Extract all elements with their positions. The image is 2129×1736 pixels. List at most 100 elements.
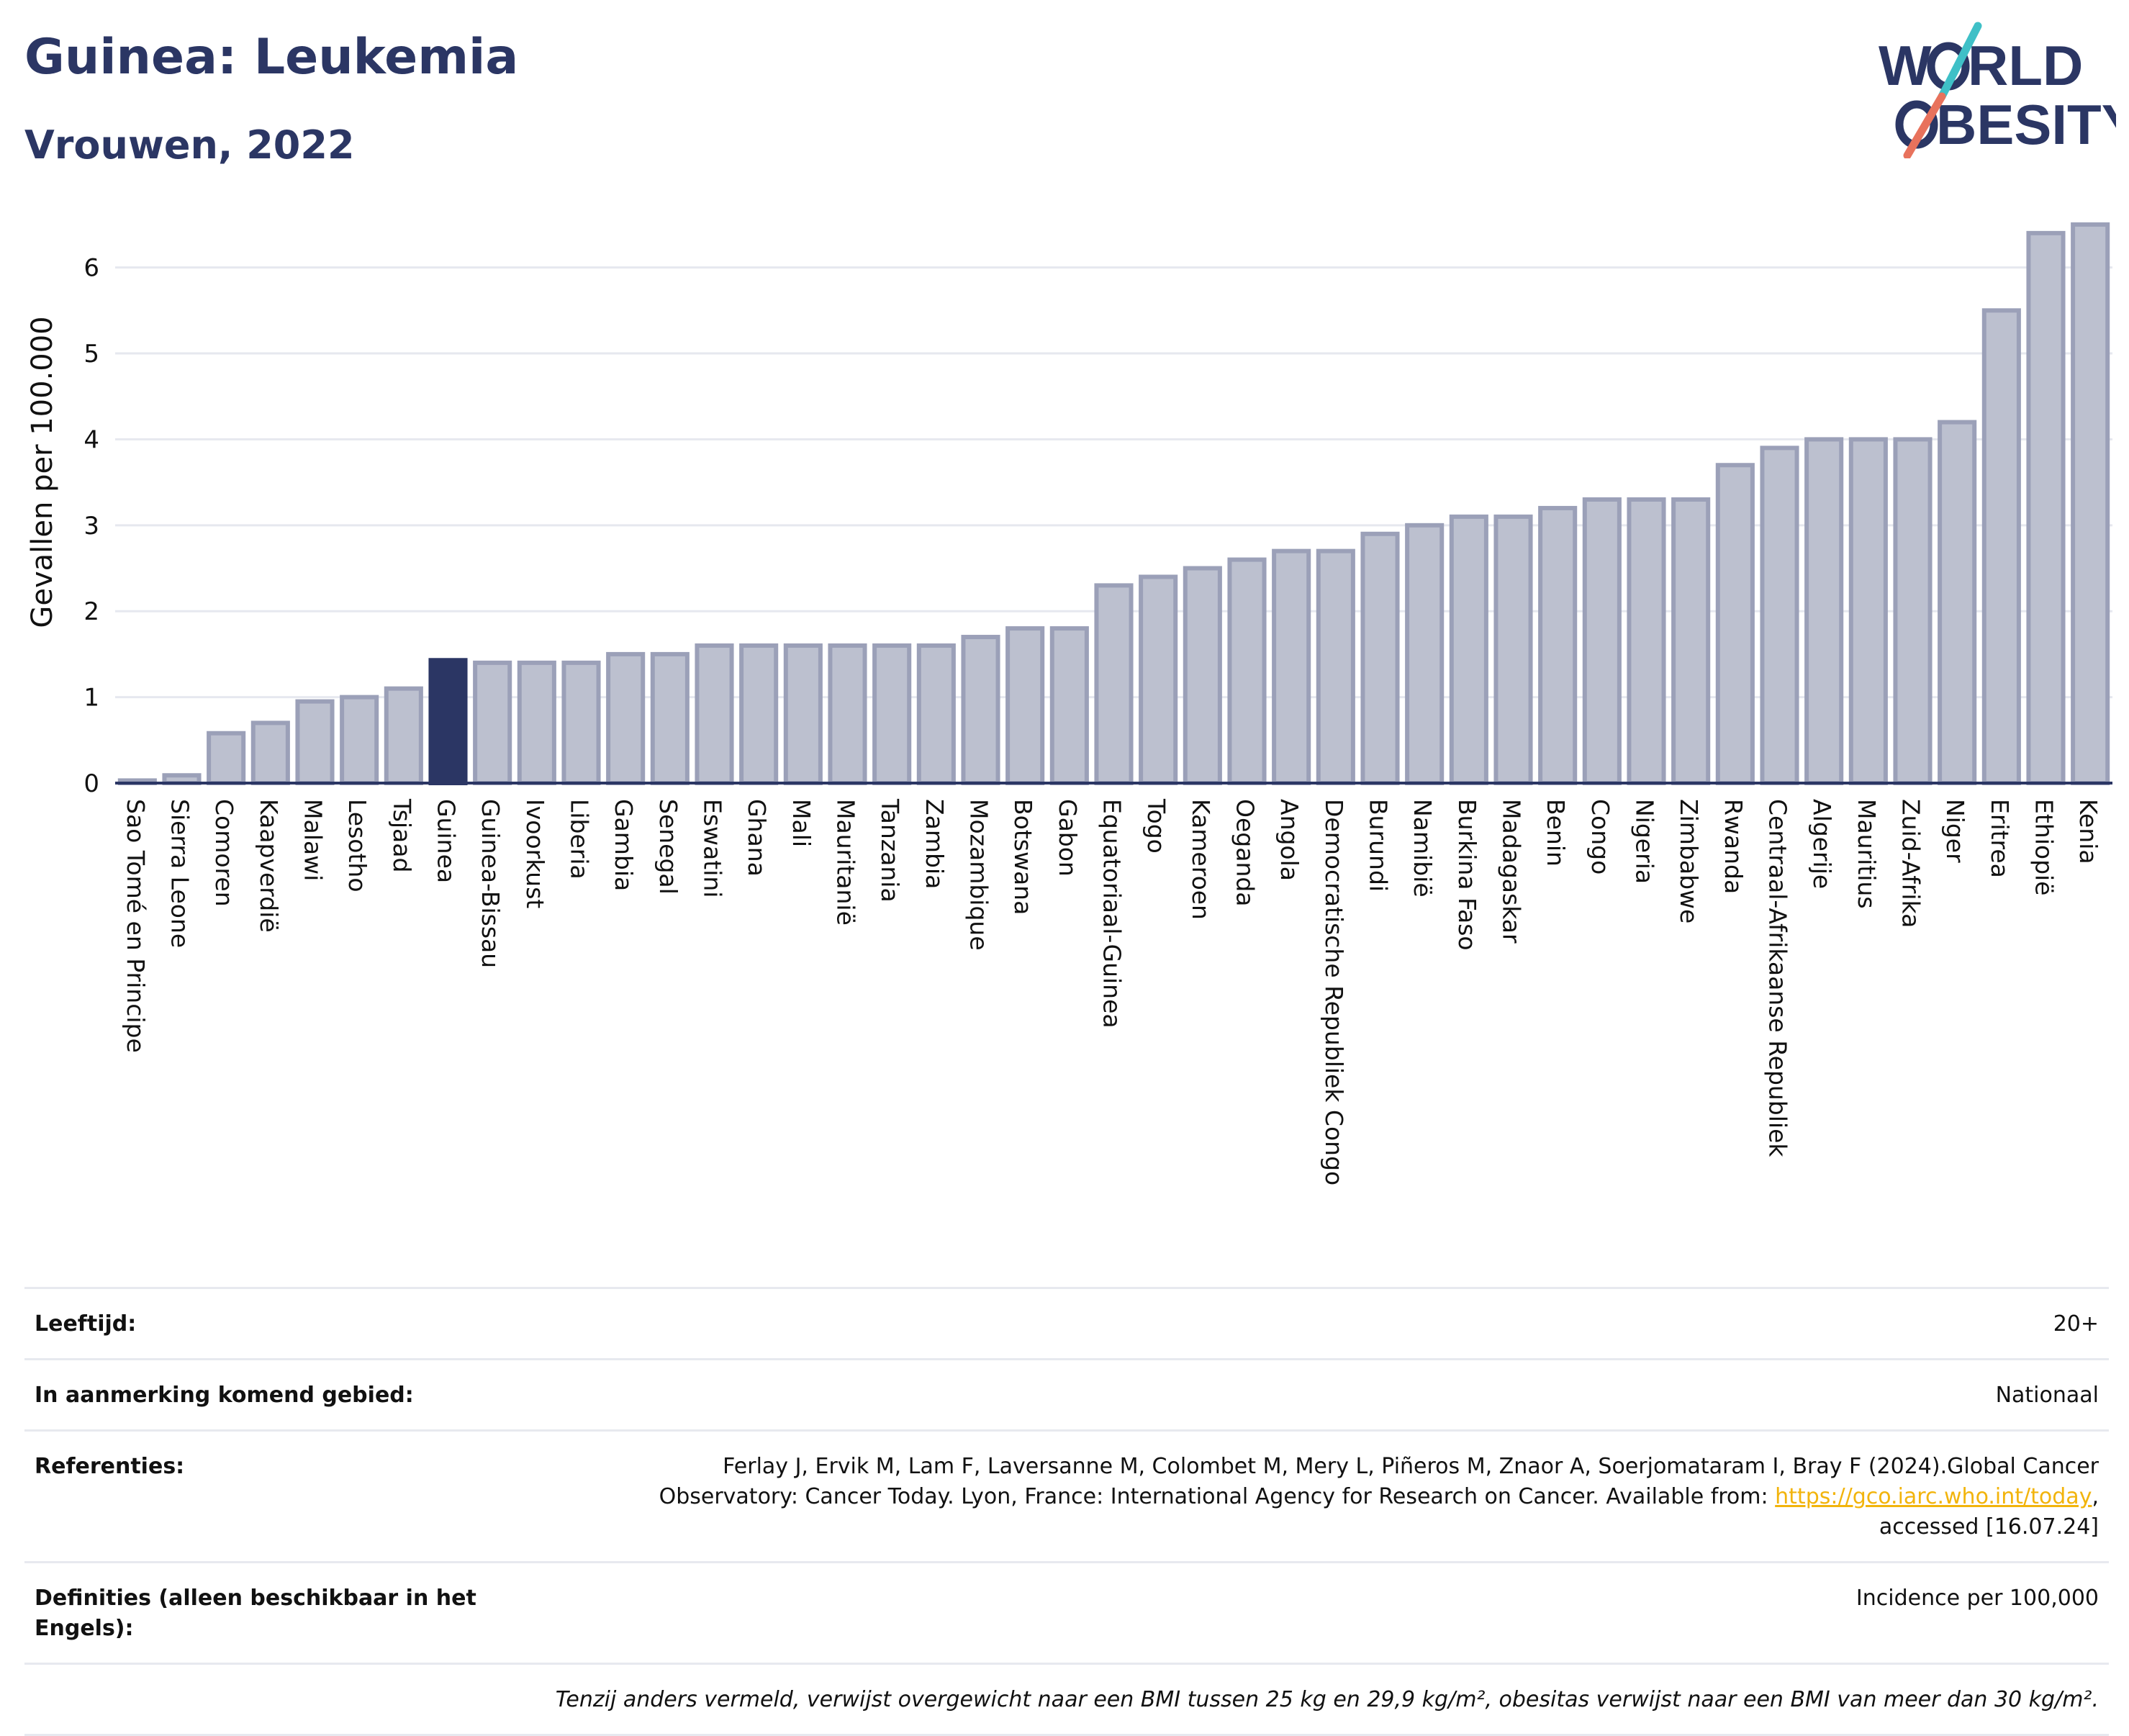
logo-slash-top — [1938, 22, 1982, 101]
x-tick-label: Oeganda — [1231, 799, 1260, 907]
meta-row-footnote: Tenzij anders vermeld, verwijst overgewi… — [24, 1663, 2109, 1736]
bar-benin — [1538, 505, 1578, 785]
bar-mali — [783, 643, 823, 786]
bar-zuid-afrika — [1893, 437, 1933, 785]
x-tick-label: Zuid-Afrika — [1897, 799, 1925, 928]
x-tick-label: Angola — [1275, 799, 1303, 881]
reference-line-2: Observatory: Cancer Today. Lyon, France:… — [553, 1482, 2099, 1512]
references-value: Ferlay J, Ervik M, Lam F, Laversanne M, … — [553, 1452, 2099, 1542]
bar-tsjaad — [384, 686, 423, 786]
bar-ivoorkust — [517, 660, 556, 786]
bar-chart: 0 1 2 3 4 5 6 Sao Tomé en Principe Sierra Leone… — [26, 222, 2112, 1185]
bar-kaapverdi- — [250, 720, 290, 786]
bar-mauritius — [1848, 437, 1888, 785]
x-tick-label: Sao Tomé en Principe — [122, 799, 150, 1053]
bar-liberia — [561, 660, 601, 786]
x-tick-label: Tsjaad — [388, 798, 416, 872]
bar-ethiopi- — [2026, 230, 2066, 785]
x-tick-label: Nigeria — [1631, 799, 1659, 884]
x-tick-label: Congo — [1586, 799, 1614, 874]
bar-tanzania — [872, 643, 912, 786]
bar-congo — [1582, 497, 1622, 785]
x-tick-label: Mauritanië — [832, 799, 860, 926]
x-tick-label: Mozambique — [965, 799, 993, 951]
bar-democratische-republiek-congo — [1316, 548, 1355, 785]
reference-line-1: Ferlay J, Ervik M, Lam F, Laversanne M, … — [723, 1454, 2099, 1479]
x-tick-label: Senegal — [654, 799, 682, 895]
bar-gabon — [1049, 626, 1089, 785]
x-tick-label: Democratische Republiek Congo — [1320, 799, 1348, 1185]
x-tick-label: Kameroen — [1187, 799, 1215, 920]
x-tick-label: Madagaskar — [1498, 799, 1526, 944]
meta-row-age: Leeftijd: 20+ — [24, 1287, 2109, 1358]
x-tick-label: Zambia — [921, 799, 949, 889]
x-tick-label: Equatoriaal-Guinea — [1098, 799, 1126, 1029]
x-tick-label: Tanzania — [876, 798, 904, 903]
y-tick-label: 1 — [83, 684, 99, 713]
page-subtitle: Vrouwen, 2022 — [24, 122, 355, 168]
x-tick-label: Comoren — [210, 799, 238, 907]
bar-zimbabwe — [1671, 497, 1711, 785]
x-tick-label: Kaapverdië — [255, 799, 283, 933]
y-tick-labels: 0 1 2 3 4 5 6 — [83, 254, 99, 798]
bar-guinea-bissau — [473, 660, 512, 786]
x-tick-label: Sierra Leone — [166, 799, 194, 948]
y-tick-label: 4 — [83, 425, 99, 454]
bar-mauritani- — [828, 643, 867, 786]
logo-text-besity: BESITY — [1936, 93, 2116, 156]
x-tick-label: Burkina Faso — [1453, 799, 1481, 951]
x-tick-label: Namibië — [1409, 799, 1437, 898]
x-tick-label: Eritrea — [1986, 799, 2014, 878]
bar-ghana — [739, 643, 779, 786]
area-label: In aanmerking komend gebied: — [35, 1383, 414, 1408]
meta-row-definitions: Definities (alleen beschikbaar in het En… — [24, 1561, 2109, 1663]
bar-mozambique — [961, 635, 1000, 785]
age-value: 20+ — [2053, 1311, 2099, 1337]
age-label: Leeftijd: — [35, 1311, 137, 1337]
bar-zambia — [916, 643, 956, 786]
x-tick-label: Mali — [787, 799, 815, 847]
x-tick-label: Guinea-Bissau — [476, 799, 505, 968]
world-obesity-logo: W RLD BESITY — [1879, 22, 2116, 158]
page-title: Guinea: Leukemia — [24, 29, 519, 86]
x-tick-label: Gabon — [1054, 799, 1082, 877]
x-tick-label: Mauritius — [1853, 799, 1881, 909]
x-tick-label: Botswana — [1009, 799, 1037, 915]
x-tick-label: Benin — [1542, 799, 1570, 867]
bar-niger — [1938, 420, 1977, 786]
logo-slash-bottom — [1903, 92, 1946, 158]
x-tick-label: Guinea — [433, 799, 461, 883]
x-tick-label: Malawi — [299, 799, 327, 881]
reference-line-3: accessed [16.07.24] — [1879, 1514, 2099, 1540]
x-tick-label: Zimbabwe — [1675, 799, 1703, 923]
logo-text-rld: RLD — [1968, 34, 2083, 97]
bar-botswana — [1005, 626, 1045, 785]
references-label: Referenties: — [35, 1454, 185, 1479]
area-value: Nationaal — [1995, 1383, 2099, 1408]
x-tick-label: Ghana — [743, 799, 771, 877]
definitions-label: Definities (alleen beschikbaar in het En… — [35, 1586, 476, 1641]
bar-gambia — [606, 651, 646, 786]
bar-lesotho — [340, 695, 379, 786]
bar-nigeria — [1627, 497, 1666, 785]
x-tick-labels: Sao Tomé en Principe Sierra Leone Comoren K… — [122, 798, 2102, 1185]
x-tick-label: Ethiopië — [2030, 799, 2058, 895]
bars — [117, 222, 2110, 786]
y-tick-label: 6 — [83, 254, 99, 283]
bar-kenia — [2071, 222, 2110, 785]
x-tick-label: Algerije — [1808, 799, 1836, 889]
bar-centraal-afrikaanse-republiek — [1760, 446, 1799, 785]
x-tick-label: Rwanda — [1719, 799, 1748, 894]
reference-line-2-text: Observatory: Cancer Today. Lyon, France:… — [659, 1484, 1776, 1509]
bar-algerije — [1804, 437, 1844, 785]
bar-burundi — [1360, 531, 1400, 785]
x-tick-label: Kenia — [2074, 799, 2102, 864]
definitions-value: Incidence per 100,000 — [1855, 1586, 2099, 1611]
reference-link[interactable]: https://gco.iarc.who.int/today — [1775, 1484, 2092, 1509]
x-tick-label: Lesotho — [343, 799, 371, 892]
bar-rwanda — [1715, 463, 1755, 785]
bar-kameroen — [1183, 566, 1222, 785]
bar-oeganda — [1227, 557, 1267, 785]
y-axis-label: Gevallen per 100.000 — [26, 316, 59, 628]
y-tick-label: 5 — [83, 340, 99, 369]
